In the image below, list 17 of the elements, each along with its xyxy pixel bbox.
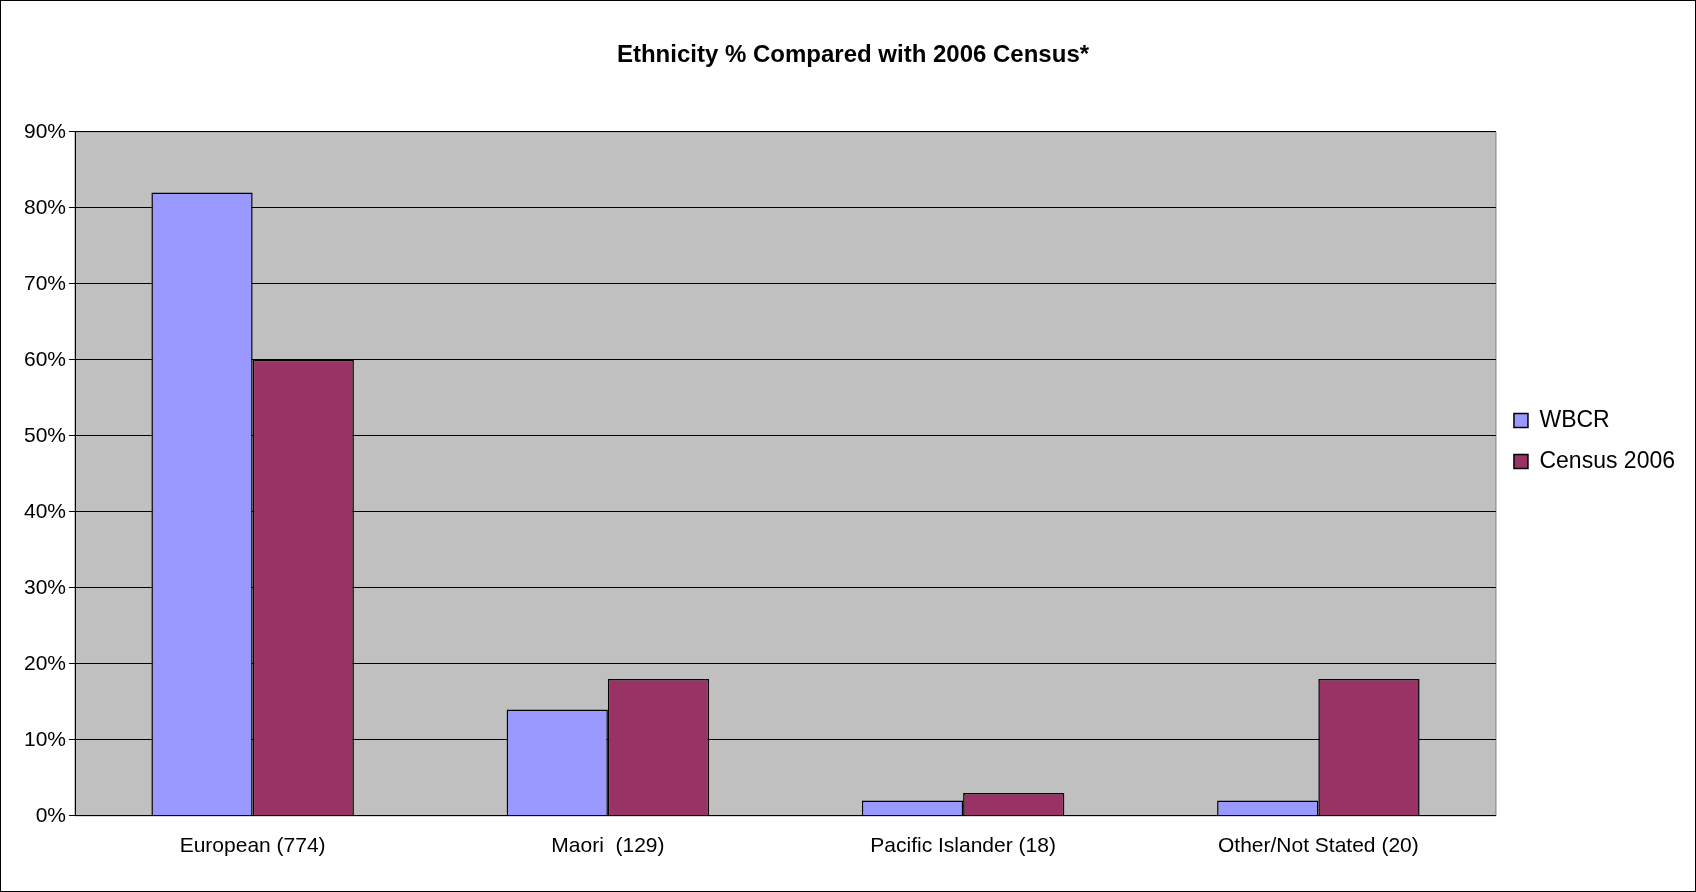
- y-tick-label: 60%: [24, 346, 67, 370]
- x-tick-label: Maori (129): [551, 833, 665, 857]
- y-tick-label: 50%: [24, 422, 67, 446]
- x-tick-label: European (774): [179, 833, 326, 857]
- x-tick-label: Pacific Islander (18): [870, 833, 1056, 857]
- chart-title: Ethnicity % Compared with 2006 Census*: [616, 40, 1090, 68]
- y-tick-label: 90%: [24, 118, 67, 142]
- legend-label: WBCR: [1539, 405, 1610, 432]
- y-tick-label: 10%: [24, 726, 67, 750]
- y-tick-label: 30%: [24, 574, 67, 598]
- x-tick-label: Other/Not Stated (20): [1217, 833, 1419, 857]
- y-tick-label: 20%: [24, 650, 67, 674]
- legend-label: Census 2006: [1539, 446, 1676, 473]
- y-tick-label: 0%: [35, 802, 67, 826]
- y-tick-label: 70%: [24, 270, 67, 294]
- y-tick-label: 40%: [24, 498, 67, 522]
- y-tick-label: 80%: [24, 194, 67, 218]
